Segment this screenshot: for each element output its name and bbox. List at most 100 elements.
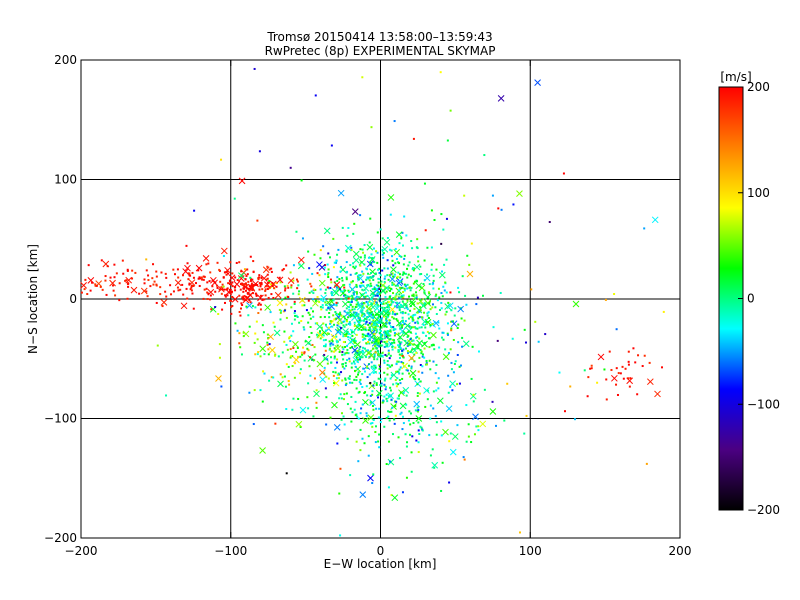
data-point [386,274,389,277]
data-point [371,422,374,425]
data-point [220,158,223,161]
data-point [127,285,130,288]
data-point [636,393,639,396]
data-point [348,283,351,286]
data-point [289,271,292,274]
data-point [245,275,248,278]
data-point [266,344,269,347]
data-point [84,278,87,281]
data-point [234,285,237,288]
data-point [409,338,412,341]
data-point [323,315,326,318]
data-point [254,284,257,287]
data-point [377,416,380,419]
data-point [562,172,565,175]
data-point [366,376,369,379]
data-point [293,310,296,313]
data-point [231,281,234,284]
data-point [356,368,359,371]
data-point [253,341,256,344]
data-point-cross [130,286,138,294]
data-point [374,425,377,428]
data-point [518,531,521,534]
data-point [380,284,383,287]
data-point [407,313,410,316]
data-point [464,294,467,297]
data-point [367,329,370,332]
data-point-cross [421,340,428,348]
data-point [373,358,376,361]
data-point [353,344,356,347]
data-point [417,260,420,263]
data-point-cross [319,369,326,376]
data-point [266,277,269,280]
data-point [376,304,379,307]
data-point [407,330,410,333]
data-point [383,425,386,428]
data-point [372,347,375,350]
data-point [432,360,435,363]
data-point [362,280,365,283]
data-point [214,290,217,293]
data-point [355,303,358,306]
data-point [266,288,269,291]
data-point [319,316,322,319]
data-point [283,340,286,343]
data-point [458,365,461,368]
data-point [303,359,306,362]
data-point [375,301,378,304]
data-point [392,317,395,320]
data-point [425,359,428,362]
data-point [422,282,425,285]
data-point [80,291,83,294]
data-point [307,382,310,385]
data-point [442,331,445,334]
data-point [381,237,384,240]
data-point-cross [457,305,465,313]
data-point [391,310,394,313]
data-point [289,166,292,169]
data-point [404,311,407,314]
data-point [358,348,361,351]
data-point [389,334,392,337]
data-point-cross [417,298,425,305]
data-point [278,308,281,311]
data-point [378,332,381,335]
data-point [91,281,94,284]
data-point [328,256,331,259]
data-point [429,368,432,371]
data-point [286,284,289,287]
data-point-cross [421,318,429,326]
data-point [259,294,262,297]
data-point-cross [87,277,95,284]
data-point [471,345,474,348]
data-point [147,279,150,282]
data-point [385,397,388,400]
data-point [149,285,152,288]
data-point [407,419,410,422]
data-point [356,360,359,363]
data-point [416,302,419,305]
data-point [391,342,394,345]
data-point [499,291,502,294]
data-point-cross [180,302,188,310]
data-point [152,283,155,286]
data-point [329,278,332,281]
data-point [345,276,348,279]
data-point [396,360,399,363]
data-point-cross [408,354,415,362]
data-point [608,350,611,353]
data-point [617,372,620,375]
data-point [159,286,162,289]
data-point [380,280,383,283]
data-point [351,295,354,298]
data-point [386,259,389,262]
data-point [430,263,433,266]
data-point [378,345,381,348]
data-point [400,361,403,364]
data-point [374,294,377,297]
data-point [359,248,362,251]
data-point [330,144,333,147]
data-point [361,76,364,79]
